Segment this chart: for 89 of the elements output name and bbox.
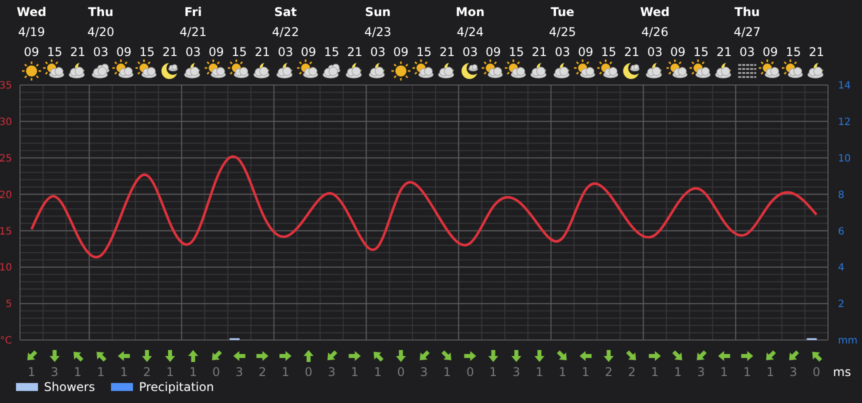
text: 1 (536, 365, 544, 379)
text: 1 (120, 365, 128, 379)
legend-label: Showers (44, 380, 95, 394)
y-tick-label: 5 (6, 299, 12, 310)
x-tick-label: 21 (716, 45, 732, 59)
text: 2 (628, 365, 636, 379)
x-tick-label: 09 (393, 45, 409, 59)
y-tick-label: 10 (0, 262, 12, 274)
y2-tick-label: mm (838, 336, 858, 347)
text: 1 (350, 365, 359, 379)
x-tick-label: 21 (624, 45, 640, 59)
text: 1 (720, 365, 728, 379)
x-tick-label: 15 (508, 45, 524, 59)
x-tick-label: Wed 4/19 09 (16, 5, 46, 59)
text: 0 (212, 365, 220, 379)
y-tick-label: 25 (0, 153, 12, 164)
text: 1 (766, 365, 774, 379)
x-tick-label: 21 (439, 45, 455, 59)
text: 1 (74, 365, 82, 379)
text: 1 (28, 365, 36, 379)
y-tick-label: °C (0, 336, 12, 347)
legend-label: Precipitation (138, 380, 214, 394)
x-tick-label: 09 (208, 45, 224, 59)
text: 3 (50, 365, 58, 379)
y2-tick-label: 2 (838, 299, 844, 310)
text: 1 (166, 365, 174, 379)
x-tick-label: 21 (347, 45, 362, 59)
y2-tick-label: 8 (838, 190, 844, 201)
x-tick-label: 15 (46, 45, 62, 59)
text: 0 (466, 365, 474, 379)
x-tick-label: 15 (786, 45, 802, 59)
text: 1 (651, 365, 659, 379)
text: 1 (96, 365, 105, 379)
text: 1 (374, 365, 382, 379)
y2-tick-label: 10 (838, 153, 851, 164)
text: 0 (304, 365, 312, 379)
text: 3 (512, 365, 520, 379)
x-tick-label: Wed 4/26 03 (640, 5, 670, 59)
y2-tick-label: 4 (838, 262, 844, 274)
y2-tick-label: 12 (838, 116, 851, 128)
text: 0 (812, 365, 820, 379)
y-tick-label: 15 (0, 226, 12, 238)
x-tick-label: Thu 4/20 03 (87, 5, 114, 59)
text: ms (833, 365, 851, 379)
text: 0 (397, 365, 405, 379)
y-tick-label: 35 (0, 80, 12, 92)
y-tick-label: 20 (0, 190, 12, 201)
x-tick-label: 21 (808, 45, 824, 59)
text: 3 (235, 365, 244, 379)
text: 2 (258, 365, 266, 379)
x-tick-label: 09 (578, 45, 594, 59)
y2-tick-label: 6 (838, 226, 844, 238)
text: 1 (582, 365, 590, 379)
text: 2 (143, 365, 151, 379)
text: 1 (674, 365, 682, 379)
x-tick-label: Thu 4/27 03 (734, 5, 761, 59)
x-tick-label: 21 (532, 45, 548, 59)
x-tick-label: 09 (116, 45, 132, 59)
text: 1 (443, 365, 451, 379)
y2-tick-label: 14 (838, 80, 851, 92)
x-tick-label: 21 (162, 45, 178, 59)
x-tick-label: Fri 4/21 03 (180, 5, 207, 59)
x-tick-label: 09 (486, 45, 501, 59)
x-tick-label: 09 (762, 45, 778, 59)
text: 3 (420, 365, 428, 379)
x-tick-label: 15 (324, 45, 340, 59)
text: 2 (604, 365, 613, 379)
text: 1 (282, 365, 290, 379)
x-tick-label: 15 (232, 45, 247, 59)
text: 3 (790, 365, 798, 379)
x-tick-label: 15 (601, 45, 616, 59)
text: 3 (697, 365, 705, 379)
text: 1 (743, 365, 752, 379)
x-tick-label: Sun 4/23 03 (364, 5, 392, 59)
text: 3 (328, 365, 336, 379)
text: 1 (189, 365, 197, 379)
x-tick-label: 21 (70, 45, 86, 59)
x-tick-label: Sat 4/22 03 (272, 5, 299, 59)
x-tick-label: 15 (693, 45, 709, 59)
x-tick-label: 15 (416, 45, 432, 59)
x-tick-label: 15 (139, 45, 155, 59)
x-tick-label: 09 (300, 45, 316, 59)
text: 1 (489, 365, 498, 379)
text: 1 (558, 365, 566, 379)
x-tick-label: Tue 4/25 03 (549, 5, 576, 59)
x-tick-label: Mon 4/24 03 (456, 5, 485, 59)
x-tick-label: 21 (254, 45, 270, 59)
x-tick-label: 09 (670, 45, 686, 59)
y-tick-label: 30 (0, 116, 12, 128)
